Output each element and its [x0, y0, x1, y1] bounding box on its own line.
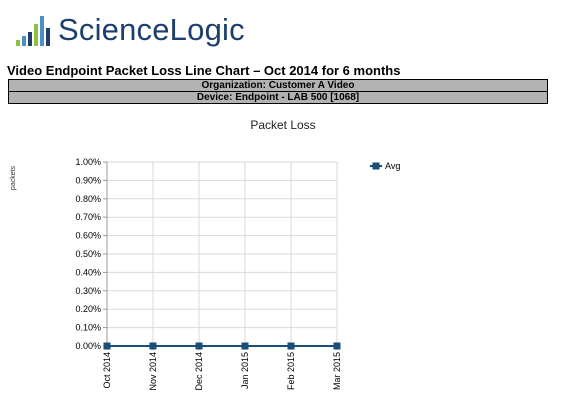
y-tick-label: 0.00%: [75, 341, 101, 351]
y-tick-labels: 0.00% 0.10% 0.20% 0.30% 0.40% 0.50% 0.60% 0.70%…: [75, 157, 101, 351]
logo-text: ScienceLogic: [58, 12, 245, 47]
chart-title: Packet Loss: [250, 118, 316, 132]
data-point: [149, 342, 157, 350]
sciencelogic-logo: ScienceLogic: [14, 10, 274, 50]
organization-label: Organization: Customer A Video: [9, 80, 547, 91]
legend-label: Avg: [385, 161, 400, 171]
x-tick-label: Mar 2015: [332, 352, 342, 390]
logo-bars-icon: [16, 16, 50, 46]
data-point: [103, 342, 111, 350]
legend-swatch-marker: [372, 162, 380, 170]
data-point: [333, 342, 341, 350]
data-point: [287, 342, 295, 350]
chart-axes: [103, 161, 338, 350]
series-avg: [103, 342, 341, 350]
logo-bar: [28, 32, 32, 46]
chart-gridlines: [107, 161, 338, 346]
x-tick-label: Dec 2014: [194, 352, 204, 391]
y-tick-label: 0.40%: [75, 267, 101, 277]
y-tick-label: 0.80%: [75, 194, 101, 204]
y-tick-label: 0.50%: [75, 249, 101, 259]
y-tick-label: 0.60%: [75, 231, 101, 241]
x-tick-label: Nov 2014: [148, 352, 158, 391]
logo-bar: [34, 24, 38, 46]
y-tick-label: 0.90%: [75, 175, 101, 185]
device-label: Device: Endpoint - LAB 500 [1068]: [9, 91, 547, 103]
data-point: [241, 342, 249, 350]
chart-legend: Avg: [370, 161, 400, 171]
x-tick-label: Oct 2014: [102, 352, 112, 389]
logo-bar: [46, 28, 50, 46]
y-axis-label: packets: [10, 165, 17, 190]
logo-bar: [22, 36, 26, 46]
x-tick-label: Jan 2015: [240, 352, 250, 389]
x-tick-labels: Oct 2014 Nov 2014 Dec 2014 Jan 2015 Feb 2015…: [102, 352, 342, 391]
y-tick-label: 0.30%: [75, 286, 101, 296]
logo-bar: [40, 16, 44, 46]
logo-bar: [16, 40, 20, 46]
data-point: [195, 342, 203, 350]
y-tick-label: 0.70%: [75, 212, 101, 222]
report-info-box: Organization: Customer A Video Device: E…: [8, 79, 548, 104]
report-title: Video Endpoint Packet Loss Line Chart – …: [7, 63, 401, 78]
y-tick-label: 1.00%: [75, 157, 101, 167]
y-tick-label: 0.10%: [75, 323, 101, 333]
y-tick-label: 0.20%: [75, 304, 101, 314]
x-tick-label: Feb 2015: [286, 352, 296, 390]
